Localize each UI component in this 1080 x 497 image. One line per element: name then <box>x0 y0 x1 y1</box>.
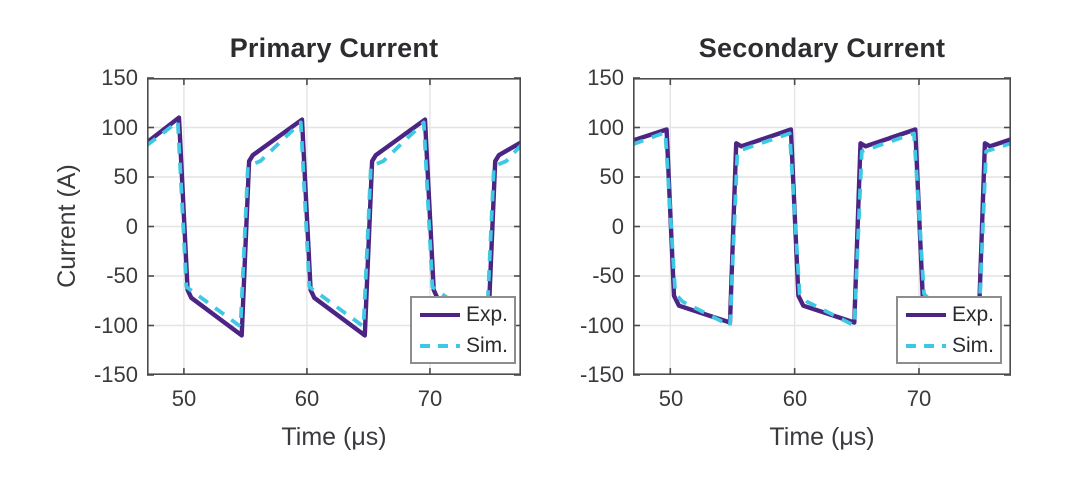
x-tick-label: 70 <box>417 386 443 411</box>
plot-border <box>633 78 1011 375</box>
y-tick-label: 150 <box>587 65 624 90</box>
y-tick-label: -100 <box>93 313 138 338</box>
sim-line-swatch <box>420 343 460 348</box>
exp-line-swatch <box>420 312 460 317</box>
legend-entry-exp: Exp. <box>906 302 995 327</box>
legend-entry-sim: Sim. <box>906 333 994 358</box>
legend-sim-label: Sim. <box>466 333 508 357</box>
y-tick-label: 100 <box>587 115 624 140</box>
legend-sim-label: Sim. <box>952 333 994 357</box>
x-tick-label: 50 <box>171 386 197 411</box>
y-tick-label: -50 <box>106 263 138 288</box>
legend-entry-sim: Sim. <box>420 333 508 358</box>
y-tick-label: -100 <box>579 313 624 338</box>
x-tick-label: 50 <box>658 386 684 411</box>
x-tick-label: 60 <box>294 386 320 411</box>
plot-border <box>147 78 521 375</box>
y-tick-label: -150 <box>93 362 138 387</box>
x-tick-label: 70 <box>906 386 932 411</box>
y-tick-label: -50 <box>592 263 624 288</box>
primary-legend: Exp. Sim. <box>410 296 516 364</box>
primary-x-axis-label: Time (μs) <box>281 423 387 451</box>
y-tick-label: -150 <box>579 362 624 387</box>
y-tick-label: 50 <box>599 164 624 189</box>
y-tick-label: 0 <box>125 214 138 239</box>
secondary-legend: Exp. Sim. <box>896 296 1002 364</box>
legend-exp-label: Exp. <box>952 302 995 326</box>
legend-exp-label: Exp. <box>466 302 509 326</box>
x-tick-label: 60 <box>782 386 808 411</box>
primary-chart-title: Primary Current <box>229 33 439 63</box>
sim-line-swatch <box>906 343 946 348</box>
secondary-chart-title: Secondary Current <box>698 33 946 63</box>
legend-entry-exp: Exp. <box>420 302 509 327</box>
y-tick-label: 150 <box>101 65 138 90</box>
secondary-x-axis-label: Time (μs) <box>769 423 875 451</box>
y-tick-label: 0 <box>611 214 624 239</box>
sim-line <box>633 130 1011 328</box>
y-tick-label: 100 <box>101 115 138 140</box>
sim-line <box>147 119 521 329</box>
y-tick-label: 50 <box>113 164 138 189</box>
exp-line-swatch <box>906 312 946 317</box>
